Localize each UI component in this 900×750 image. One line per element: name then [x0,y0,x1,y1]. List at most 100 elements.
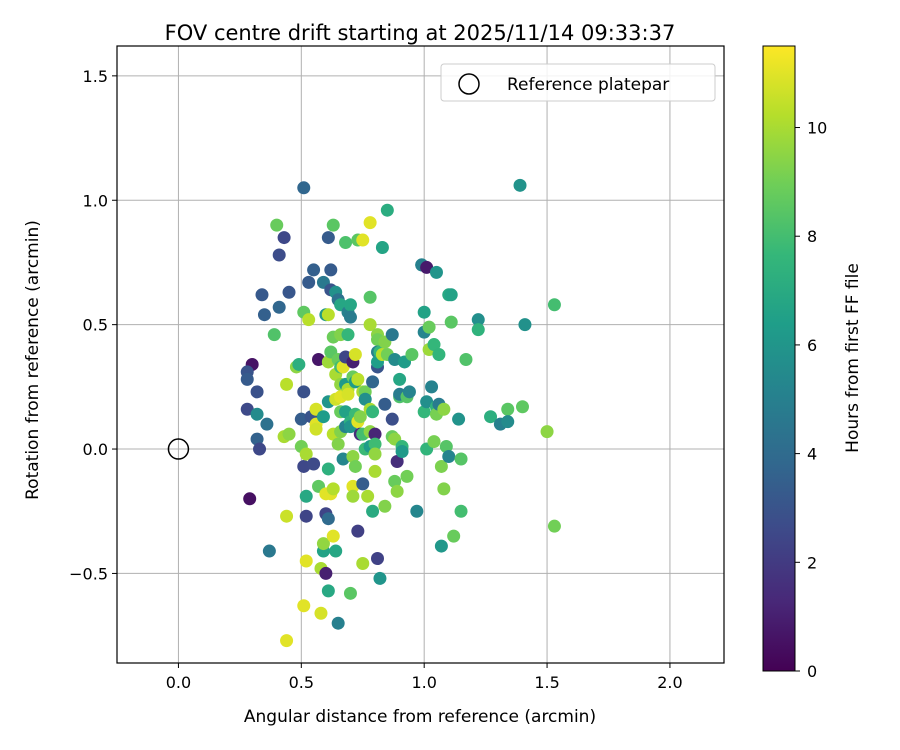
data-point [324,263,338,277]
data-point [280,377,294,391]
data-point [366,405,380,419]
data-point [299,447,313,461]
data-point [260,417,274,431]
data-point [388,352,402,366]
data-point [341,387,355,401]
data-point [297,459,311,473]
data-point [368,427,382,441]
data-point [331,616,345,630]
data-point [393,372,407,386]
plot-frame [116,45,725,664]
colorbar-tick-label: 0 [807,662,817,681]
data-point [358,392,372,406]
data-point [378,499,392,513]
data-point [348,348,362,361]
colorbar-ticks: 0 2 4 6 8 10 [795,119,827,681]
data-point [299,554,313,568]
data-point [351,524,365,538]
data-point [432,348,446,361]
data-point [341,328,355,342]
data-point [343,298,357,312]
data-point [336,360,350,374]
colorbar [762,45,796,672]
data-point [361,489,375,503]
data-point [484,410,498,424]
data-point [339,236,353,250]
data-point [280,509,294,523]
data-point [267,328,281,342]
data-point [309,422,323,436]
y-axis-label: Rotation from reference (arcmin) [23,220,43,500]
data-point [368,437,382,451]
data-point [257,308,271,322]
data-point [250,385,264,399]
data-point [515,400,529,414]
data-point [319,566,333,580]
colorbar-label: Hours from first FF file [843,263,863,453]
data-point [240,402,254,416]
data-point [420,395,434,409]
y-tick-label: 0.5 [83,316,108,335]
data-point [400,469,414,483]
data-point [444,288,458,302]
colorbar-tick-label: 6 [807,336,817,355]
y-axis-ticks: −0.5 0.0 0.5 1.0 1.5 [69,67,117,583]
data-point [363,290,377,304]
data-point [385,412,399,426]
data-point [339,405,353,419]
data-point [410,504,424,518]
data-point [280,634,294,648]
x-tick-label: 1.0 [411,673,436,692]
data-point [452,412,466,426]
data-point [370,552,384,566]
data-point [297,181,311,195]
data-point [343,586,357,600]
data-point [316,537,330,551]
data-point [402,385,416,399]
data-point [444,315,458,329]
data-point [297,599,311,613]
data-point [380,203,394,217]
data-point [321,355,335,369]
data-point [316,410,330,424]
data-point [373,571,387,585]
y-tick-label: −0.5 [69,564,108,583]
data-point [437,402,451,416]
data-point [343,310,357,324]
data-point [299,509,313,523]
data-point [250,407,264,421]
data-point [312,352,326,366]
data-point [363,318,377,332]
data-point [277,231,291,245]
data-point [368,447,382,461]
y-tick-label: 0.0 [83,440,108,459]
data-point [417,305,431,319]
data-point [326,482,340,496]
data-point [240,372,254,386]
data-point [420,260,434,274]
y-tick-label: 1.0 [83,191,108,210]
data-point [243,492,257,506]
data-point [326,218,340,232]
x-axis-label: Angular distance from reference (arcmin) [244,707,596,727]
data-point [329,544,343,558]
data-point [405,348,419,361]
data-point [321,308,335,322]
data-point [439,440,453,454]
data-point [471,313,485,327]
data-point [547,298,561,312]
data-point [346,479,360,493]
data-point [351,372,365,386]
data-point [297,385,311,399]
data-point [348,459,362,473]
data-point [427,435,441,449]
data-point [282,427,296,441]
data-point [363,216,377,230]
scatter-points [240,178,561,648]
data-point [262,544,276,558]
data-point [547,519,561,533]
data-point [336,452,350,466]
x-tick-label: 2.0 [657,673,682,692]
data-point [390,454,404,468]
data-point [356,556,370,570]
